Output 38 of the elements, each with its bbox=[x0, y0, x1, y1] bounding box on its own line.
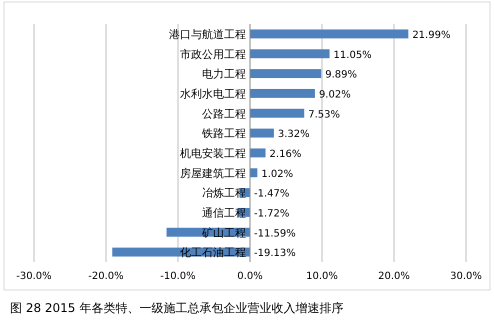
data-label: -1.47% bbox=[254, 188, 290, 200]
y-tick-label: 房屋建筑工程 bbox=[180, 166, 246, 180]
bar bbox=[250, 168, 258, 178]
x-tick-label: 10.0% bbox=[306, 271, 338, 282]
y-tick-label: 电力工程 bbox=[202, 68, 246, 81]
bar bbox=[250, 128, 274, 138]
y-tick-label: 铁路工程 bbox=[201, 127, 246, 140]
y-tick-label: 化工石油工程 bbox=[180, 246, 246, 260]
y-tick-label: 机电安装工程 bbox=[180, 146, 246, 160]
x-tick-label: -20.0% bbox=[88, 271, 124, 282]
y-tick-label: 市政公用工程 bbox=[180, 48, 246, 61]
x-tick-label: 0.0% bbox=[237, 271, 263, 282]
x-tick-label: -10.0% bbox=[160, 271, 196, 282]
data-label: 2.16% bbox=[270, 148, 302, 160]
data-label: -11.59% bbox=[254, 228, 296, 240]
bar bbox=[250, 29, 408, 38]
bar bbox=[250, 148, 266, 158]
x-tick-label: 20.0% bbox=[378, 271, 410, 282]
y-tick-label: 港口与航道工程 bbox=[169, 28, 246, 41]
data-label: -19.13% bbox=[254, 248, 296, 260]
data-label: 11.05% bbox=[334, 50, 372, 61]
bar bbox=[250, 108, 304, 118]
data-label: 7.53% bbox=[308, 109, 340, 120]
y-tick-label: 公路工程 bbox=[202, 107, 246, 120]
bar bbox=[250, 49, 330, 58]
text: 图 28 2015 年各类特、一级施工总承包企业营业收入增速排序 bbox=[10, 301, 344, 315]
data-label: -1.72% bbox=[254, 208, 290, 220]
data-label: 9.02% bbox=[318, 89, 351, 100]
data-label: 21.99% bbox=[412, 30, 450, 41]
data-label: 9.89% bbox=[325, 70, 357, 81]
y-tick-label: 矿山工程 bbox=[201, 226, 246, 240]
x-tick-label: -30.0% bbox=[16, 271, 52, 282]
data-label: 3.32% bbox=[278, 129, 310, 140]
y-tick-label: 水利水电工程 bbox=[180, 87, 246, 100]
bar bbox=[250, 88, 315, 98]
x-tick-label: 30.0% bbox=[450, 271, 482, 282]
bar bbox=[250, 69, 322, 78]
data-label: 1.02% bbox=[261, 168, 294, 180]
